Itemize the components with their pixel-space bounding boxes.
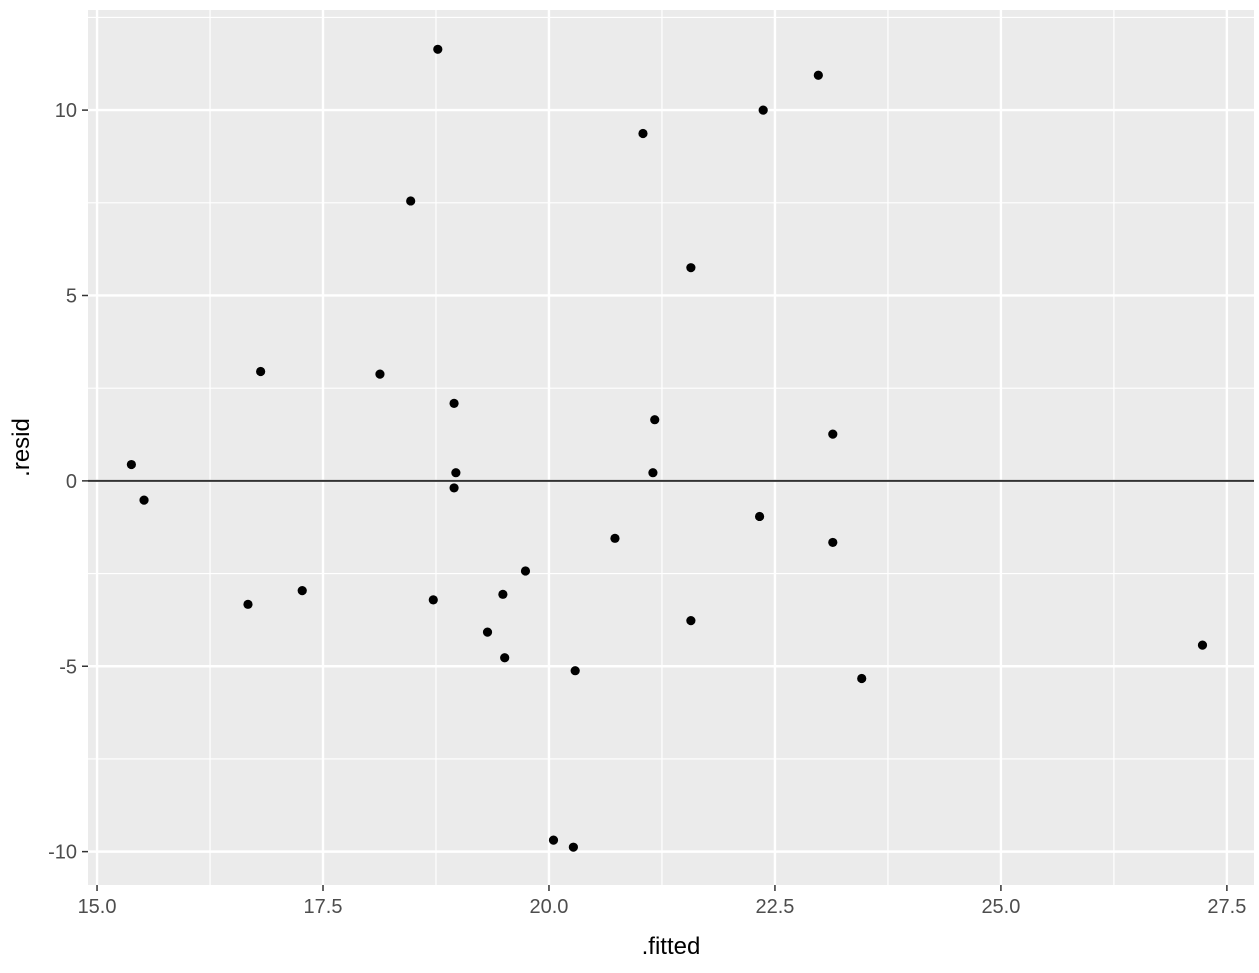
x-tick-label-5: 27.5 bbox=[1207, 896, 1246, 918]
data-point-27 bbox=[813, 70, 823, 80]
data-point-14 bbox=[500, 653, 510, 663]
y-tick-label-4: 10 bbox=[55, 100, 77, 122]
data-point-22 bbox=[650, 415, 660, 425]
data-point-5 bbox=[375, 369, 385, 379]
y-tick-label-0: -10 bbox=[48, 842, 77, 864]
x-axis-title: .fitted bbox=[642, 933, 701, 960]
data-point-24 bbox=[686, 616, 696, 626]
data-point-0 bbox=[126, 459, 136, 470]
data-point-21 bbox=[648, 468, 658, 478]
plot-panel bbox=[88, 10, 1254, 885]
data-point-13 bbox=[498, 589, 508, 599]
x-tick-label-1: 17.5 bbox=[304, 896, 343, 918]
data-point-4 bbox=[297, 586, 307, 596]
data-point-9 bbox=[449, 398, 459, 408]
data-point-7 bbox=[428, 595, 438, 605]
data-point-8 bbox=[433, 44, 443, 54]
data-point-16 bbox=[548, 835, 559, 845]
data-point-30 bbox=[857, 673, 867, 684]
minor-gridlines bbox=[88, 10, 1254, 885]
data-point-10 bbox=[449, 483, 459, 493]
data-point-18 bbox=[570, 666, 580, 676]
data-point-25 bbox=[754, 511, 765, 522]
data-point-17 bbox=[568, 842, 578, 852]
y-axis: -10 -5 0 5 10 bbox=[48, 100, 88, 864]
data-point-19 bbox=[610, 533, 620, 543]
data-point-2 bbox=[243, 599, 253, 609]
data-points bbox=[126, 44, 1208, 852]
x-tick-label-3: 22.5 bbox=[755, 896, 794, 918]
y-tick-label-2: 0 bbox=[66, 471, 77, 493]
data-point-29 bbox=[828, 537, 838, 548]
x-tick-label-0: 15.0 bbox=[78, 896, 117, 918]
y-tick-label-1: -5 bbox=[59, 656, 77, 678]
data-point-20 bbox=[638, 128, 648, 139]
x-tick-label-4: 25.0 bbox=[981, 896, 1020, 918]
data-point-26 bbox=[758, 105, 768, 115]
data-point-15 bbox=[520, 566, 531, 576]
y-axis-title: .resid bbox=[8, 418, 35, 477]
x-tick-label-2: 20.0 bbox=[530, 896, 569, 918]
data-point-3 bbox=[256, 366, 266, 377]
data-point-12 bbox=[482, 627, 493, 637]
data-point-31 bbox=[1197, 640, 1208, 650]
data-point-11 bbox=[451, 468, 461, 478]
data-point-6 bbox=[406, 196, 416, 206]
y-tick-label-3: 5 bbox=[66, 285, 77, 307]
data-point-28 bbox=[828, 429, 838, 439]
data-point-1 bbox=[139, 495, 149, 505]
data-point-23 bbox=[686, 263, 696, 273]
x-axis: 15.0 17.5 20.0 22.5 25.0 27.5 bbox=[78, 885, 1246, 918]
